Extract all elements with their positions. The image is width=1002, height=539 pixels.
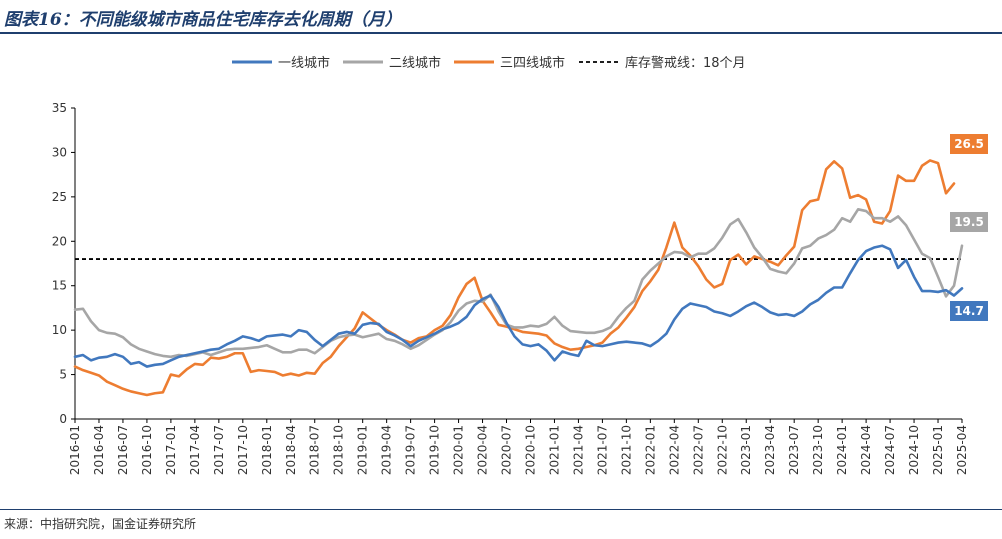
end-label-value: 14.7: [954, 304, 984, 318]
x-tick-label: 2018-04: [284, 425, 298, 475]
x-tick-label: 2016-07: [116, 425, 130, 475]
x-tick-label: 2024-01: [835, 425, 849, 475]
end-label-box: [950, 301, 988, 321]
footer-divider: [0, 509, 1002, 510]
end-labels-layer: 14.7 19.5 26.5: [950, 134, 988, 321]
legend-label: 三四线城市: [500, 55, 565, 71]
x-tick-label: 2023-07: [787, 425, 801, 475]
x-tick-label: 2018-01: [260, 425, 274, 475]
y-tick-label: 35: [52, 101, 67, 115]
x-tick-label: 2022-10: [715, 425, 729, 475]
chart-title: 图表16：不同能级城市商品住宅库存去化周期（月）: [4, 10, 402, 30]
series-line-0: [73, 244, 964, 368]
x-tick-label: 2021-10: [619, 425, 633, 475]
y-tick-label: 30: [52, 145, 67, 159]
y-tick-label: 20: [52, 234, 67, 248]
x-tick-label: 2020-04: [476, 425, 490, 475]
y-tick-label: 5: [59, 368, 67, 382]
x-tick-label: 2022-01: [643, 425, 657, 475]
source-note: 来源：中指研究院，国金证券研究所: [4, 517, 197, 531]
x-tick-label: 2017-07: [212, 425, 226, 475]
x-tick-label: 2021-07: [595, 425, 609, 475]
legend-label: 二线城市: [389, 55, 441, 71]
x-tick-label: 2020-01: [452, 425, 466, 475]
x-tick-label: 2019-01: [356, 425, 370, 475]
x-tick-label: 2017-10: [236, 425, 250, 475]
y-tick-label: 0: [59, 412, 67, 426]
x-tick-label: 2023-10: [811, 425, 825, 475]
y-tick-label: 10: [52, 323, 67, 337]
x-tick-label: 2021-01: [547, 425, 561, 475]
series-line-1: [73, 208, 964, 359]
x-tick-label: 2018-07: [308, 425, 322, 475]
y-tick-label: 15: [52, 279, 67, 293]
x-tick-label: 2020-07: [500, 425, 514, 475]
x-tick-label: 2016-10: [140, 425, 154, 475]
x-tick-label: 2025-04: [955, 425, 969, 475]
x-tick-label: 2017-04: [188, 425, 202, 475]
x-tick-label: 2016-01: [68, 425, 82, 475]
x-tick-label: 2023-04: [763, 425, 777, 475]
x-tick-label: 2022-04: [667, 425, 681, 475]
chart-legend: 一线城市 二线城市 三四线城市 库存警戒线：18个月: [232, 55, 746, 71]
chart-axes: 0 5 10 15 20 25 30 35 2016-01 2016-04 2016-07 2016-…: [52, 101, 969, 475]
x-tick-label: 2016-04: [92, 425, 106, 475]
x-tick-label: 2024-10: [907, 425, 921, 475]
x-tick-label: 2024-04: [859, 425, 873, 475]
x-tick-label: 2021-04: [571, 425, 585, 475]
x-tick-label: 2024-07: [883, 425, 897, 475]
series-line-2: [73, 159, 956, 397]
end-label-value: 26.5: [954, 137, 984, 151]
x-tick-label: 2020-10: [523, 425, 537, 475]
end-label-box: [950, 212, 988, 232]
end-label-value: 19.5: [954, 215, 984, 229]
x-tick-label: 2019-10: [428, 425, 442, 475]
x-tick-label: 2017-01: [164, 425, 178, 475]
x-tick-label: 2023-01: [739, 425, 753, 475]
legend-label: 一线城市: [278, 55, 330, 71]
x-tick-label: 2019-04: [380, 425, 394, 475]
x-tick-label: 2025-01: [931, 425, 945, 475]
x-tick-label: 2019-07: [404, 425, 418, 475]
end-label-box: [950, 134, 988, 154]
title-divider: [0, 32, 1002, 34]
legend-label: 库存警戒线：18个月: [625, 55, 746, 71]
y-tick-label: 25: [52, 190, 67, 204]
x-tick-label: 2022-07: [691, 425, 705, 475]
x-tick-label: 2018-10: [332, 425, 346, 475]
series-layer: [73, 159, 964, 397]
